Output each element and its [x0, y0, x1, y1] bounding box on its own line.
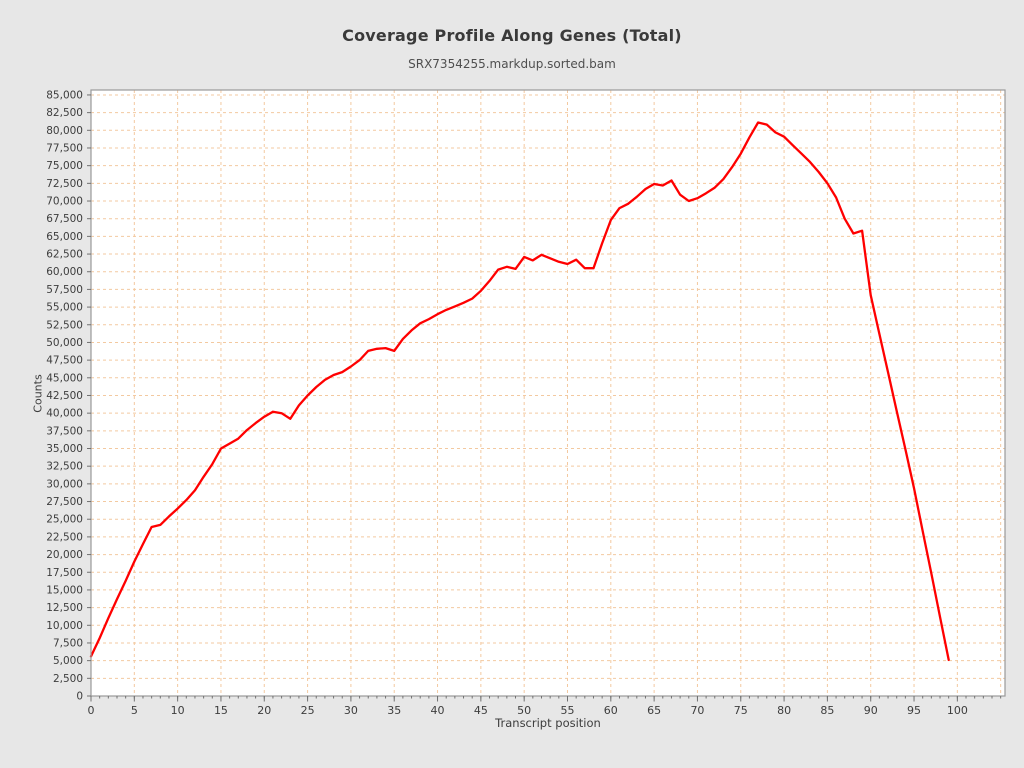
x-tick-label: 80: [777, 704, 791, 717]
x-tick-label: 90: [864, 704, 878, 717]
plot-frame: [90, 89, 1006, 697]
y-tick-label: 37,500: [46, 425, 83, 437]
x-tick-label: 100: [947, 704, 968, 717]
y-axis-ticks: [87, 94, 91, 697]
x-tick-label: 55: [560, 704, 574, 717]
x-axis-title: Transcript position: [495, 716, 601, 730]
x-tick-label: 10: [171, 704, 185, 717]
y-tick-label: 22,500: [46, 531, 83, 543]
y-tick-label: 65,000: [46, 231, 83, 243]
y-tick-label: 5,000: [53, 655, 83, 667]
x-tick-label: 35: [387, 704, 401, 717]
y-tick-label: 77,500: [46, 142, 83, 154]
y-tick-label: 52,500: [46, 319, 83, 331]
chart-title: Coverage Profile Along Genes (Total): [342, 26, 682, 45]
y-tick-label: 17,500: [46, 567, 83, 579]
x-tick-labels: 0 5 10 15 20 25 30 35 40 45 50 55 60 65 70 75 80 85 90 95 10…: [88, 704, 968, 717]
y-tick-label: 2,500: [53, 673, 83, 685]
y-tick-label: 27,500: [46, 496, 83, 508]
x-tick-label: 50: [517, 704, 531, 717]
x-axis-ticks: [90, 696, 1002, 702]
coverage-line: [89, 121, 950, 662]
y-tick-label: 20,000: [46, 549, 83, 561]
y-tick-label: 42,500: [46, 390, 83, 402]
y-tick-label: 35,000: [46, 443, 83, 455]
y-tick-label: 12,500: [46, 602, 83, 614]
x-tick-label: 25: [301, 704, 315, 717]
x-tick-label: 60: [604, 704, 618, 717]
x-tick-label: 45: [474, 704, 488, 717]
plot-background: [91, 90, 1005, 696]
y-tick-label: 72,500: [46, 178, 83, 190]
x-tick-label: 15: [214, 704, 228, 717]
x-tick-label: 95: [907, 704, 921, 717]
y-tick-label: 57,500: [46, 284, 83, 296]
y-tick-label: 60,000: [46, 266, 83, 278]
y-tick-label: 25,000: [46, 514, 83, 526]
y-tick-label: 75,000: [46, 160, 83, 172]
x-tick-label: 20: [257, 704, 271, 717]
x-tick-label: 75: [734, 704, 748, 717]
y-tick-label: 50,000: [46, 337, 83, 349]
x-tick-label: 65: [647, 704, 661, 717]
y-tick-label: 80,000: [46, 125, 83, 137]
x-tick-label: 5: [131, 704, 138, 717]
y-tick-label: 15,000: [46, 584, 83, 596]
y-tick-label: 82,500: [46, 107, 83, 119]
y-tick-label: 85,000: [46, 89, 83, 101]
chart-subtitle: SRX7354255.markdup.sorted.bam: [408, 57, 616, 71]
y-tick-label: 55,000: [46, 302, 83, 314]
y-tick-label: 45,000: [46, 372, 83, 384]
y-tick-label: 70,000: [46, 196, 83, 208]
x-tick-label: 40: [431, 704, 445, 717]
x-tick-label: 70: [690, 704, 704, 717]
y-tick-label: 67,500: [46, 213, 83, 225]
y-tick-label: 40,000: [46, 408, 83, 420]
y-tick-label: 0: [76, 691, 83, 703]
y-tick-label: 62,500: [46, 249, 83, 261]
y-tick-label: 7,500: [53, 637, 83, 649]
y-tick-label: 32,500: [46, 461, 83, 473]
y-tick-label: 30,000: [46, 478, 83, 490]
x-tick-label: 30: [344, 704, 358, 717]
y-tick-labels: 0 2,500 5,000 7,500 10,000 12,500 15,000 17,500…: [46, 89, 83, 702]
x-tick-label: 0: [88, 704, 95, 717]
y-tick-label: 47,500: [46, 355, 83, 367]
gridlines: [91, 90, 1005, 696]
y-tick-label: 10,000: [46, 620, 83, 632]
x-tick-label: 85: [820, 704, 834, 717]
